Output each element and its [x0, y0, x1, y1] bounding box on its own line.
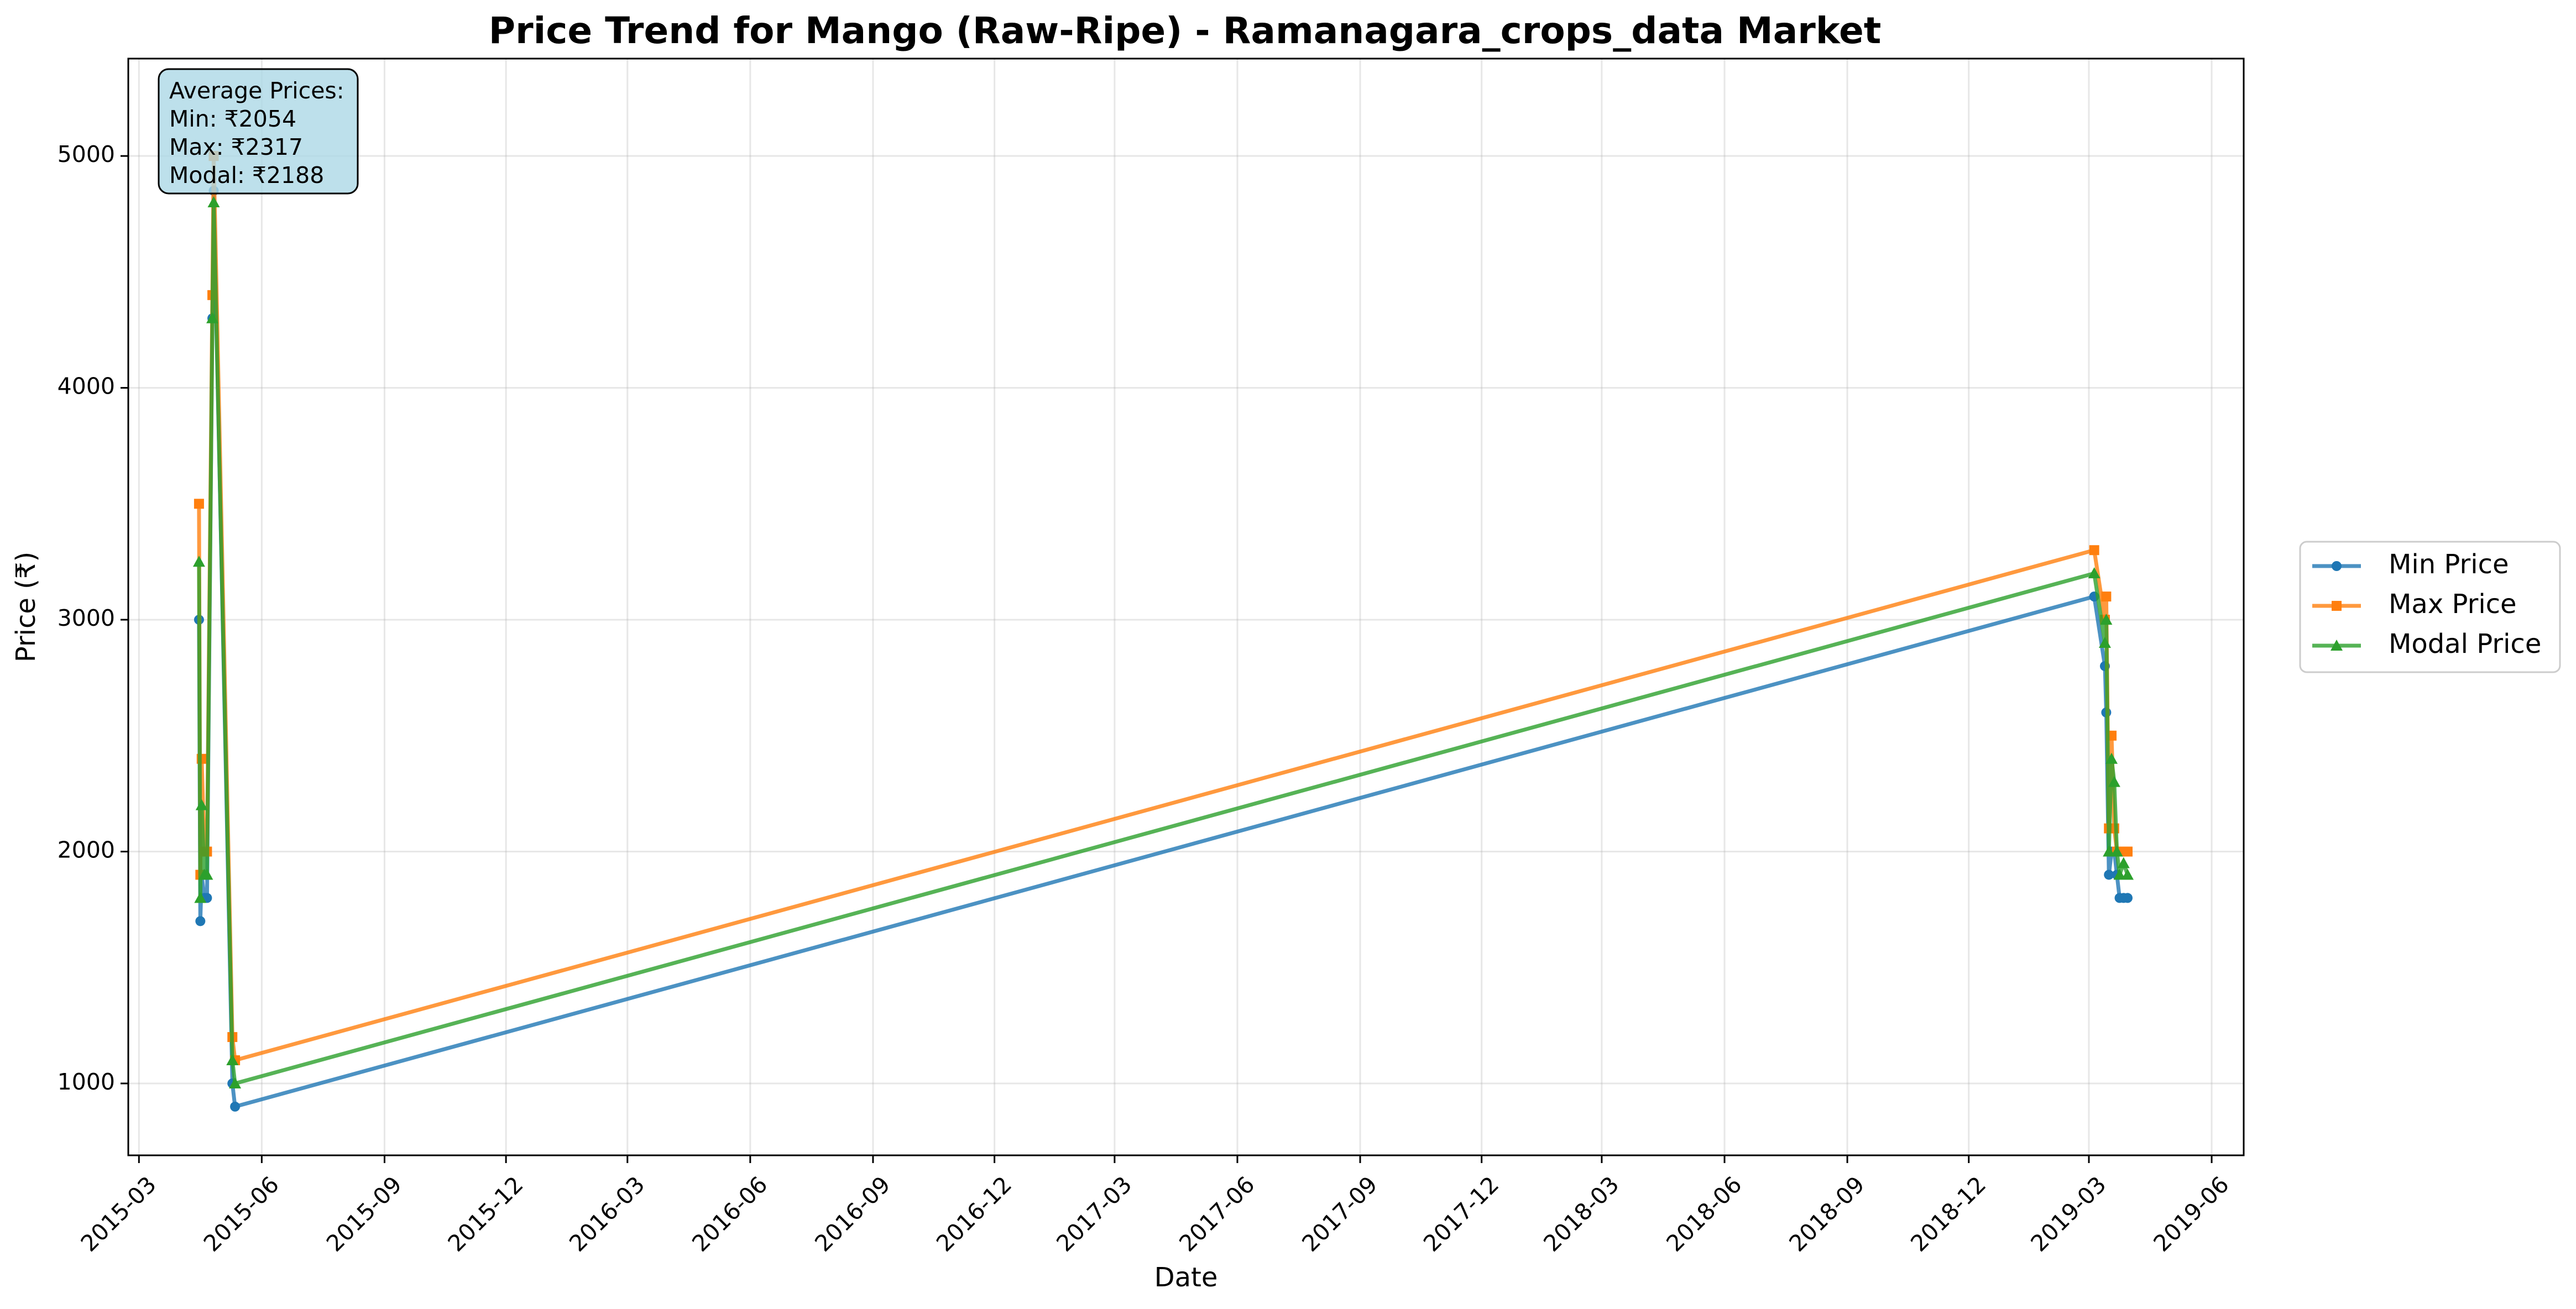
x-tick-label: 2018-06 — [1661, 1171, 1747, 1257]
legend-marker — [2331, 640, 2343, 651]
data-point — [2117, 857, 2130, 868]
data-point — [201, 868, 213, 880]
data-point — [230, 1101, 241, 1112]
data-point — [229, 1077, 242, 1088]
series-line — [197, 189, 2128, 1109]
data-point — [2113, 868, 2126, 880]
average-prices-annotation: Average Prices: Min: ₹2054 Max: ₹2317 Mo… — [158, 68, 359, 195]
legend-frame — [2299, 541, 2561, 673]
data-point — [2122, 893, 2133, 903]
series-layer — [192, 151, 2134, 1112]
y-tick-label: 4000 — [58, 373, 115, 400]
x-tick-label: 2017-12 — [1418, 1171, 1504, 1257]
series-line — [197, 154, 2128, 1062]
x-tick-label: 2016-06 — [687, 1171, 772, 1257]
annotation-line-1: Average Prices: — [169, 77, 344, 104]
x-tick-label: 2018-03 — [1538, 1171, 1624, 1257]
x-tick-label: 2019-03 — [2025, 1171, 2111, 1257]
legend: Min Price Max Price Modal Price — [2299, 541, 2561, 673]
plot-frame — [127, 57, 2245, 1156]
x-tick-label: 2016-03 — [564, 1171, 650, 1257]
data-point — [2100, 614, 2113, 625]
data-point — [206, 312, 219, 323]
series-line — [197, 200, 2130, 1086]
y-tick-label: 1000 — [58, 1069, 115, 1095]
x-tick-label: 2018-09 — [1784, 1171, 1870, 1257]
chart-title: Price Trend for Mango (Raw-Ripe) - Raman… — [489, 9, 1882, 52]
y-tick-label: 3000 — [58, 605, 115, 631]
x-tick-label: 2015-12 — [443, 1171, 529, 1257]
x-tick-label: 2019-06 — [2149, 1171, 2234, 1257]
data-point — [207, 196, 220, 208]
data-point — [2104, 870, 2114, 880]
data-point — [2110, 845, 2123, 857]
data-point — [2101, 591, 2112, 602]
x-tick-label: 2017-03 — [1051, 1171, 1137, 1257]
series-min-price — [194, 186, 2133, 1112]
data-point — [194, 499, 204, 509]
series-max-price — [194, 151, 2133, 1066]
x-tick-label: 2016-09 — [809, 1171, 895, 1257]
annotation-line-3: Max: ₹2317 — [169, 134, 303, 160]
data-point — [2122, 846, 2133, 857]
data-point — [2098, 637, 2111, 648]
data-point — [2108, 776, 2120, 787]
x-tick-label: 2015-09 — [321, 1171, 407, 1257]
data-point — [2089, 545, 2099, 556]
data-point — [195, 799, 208, 810]
annotation-line-4: Modal: ₹2188 — [169, 162, 324, 189]
legend-label: Max Price — [2389, 589, 2517, 620]
annotation-background — [158, 68, 359, 195]
grid-lines — [128, 59, 2244, 1155]
y-axis-label: Price (₹) — [11, 552, 41, 662]
series-modal-price — [192, 196, 2134, 1088]
data-point — [2103, 845, 2115, 857]
data-point — [192, 556, 205, 567]
data-point — [226, 1054, 239, 1066]
annotation-line-2: Min: ₹2054 — [169, 106, 296, 132]
y-tick-label: 2000 — [58, 837, 115, 863]
x-axis-label: Date — [1154, 1262, 1218, 1293]
x-tick-label: 2017-09 — [1297, 1171, 1383, 1257]
x-tick-label: 2018-12 — [1905, 1171, 1991, 1257]
x-tick-label: 2016-12 — [931, 1171, 1017, 1257]
legend-marker — [2332, 601, 2342, 611]
legend-marker — [2332, 561, 2342, 571]
data-point — [195, 916, 206, 926]
data-point — [2105, 752, 2118, 764]
data-point — [194, 892, 207, 903]
y-tick-label: 5000 — [58, 141, 115, 167]
x-tick-label: 2017-06 — [1174, 1171, 1260, 1257]
x-tick-label: 2015-03 — [76, 1171, 161, 1257]
data-point — [2121, 868, 2134, 880]
legend-label: Min Price — [2389, 549, 2509, 580]
y-axis-ticks: 1000 2000 3000 4000 5000 — [58, 141, 128, 1095]
x-tick-label: 2015-06 — [198, 1171, 284, 1257]
data-point — [2088, 567, 2100, 579]
legend-label: Modal Price — [2389, 629, 2541, 659]
x-axis-ticks: 2015-03 2015-06 2015-09 2015-12 2016-03 2016-… — [76, 1155, 2234, 1257]
